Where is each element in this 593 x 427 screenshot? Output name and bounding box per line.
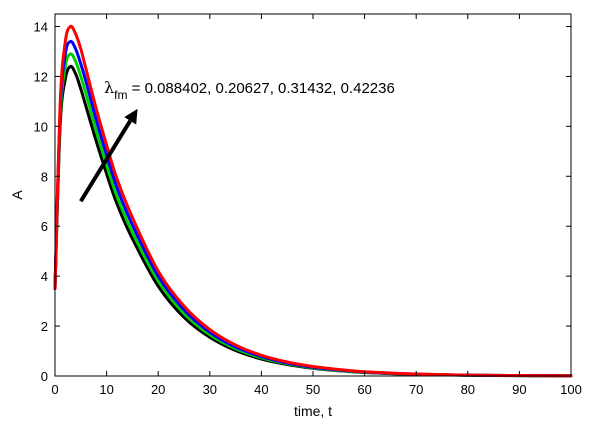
y-tick-label: 2 — [41, 319, 48, 334]
arrow-shaft — [79, 119, 132, 203]
y-tick-label: 0 — [41, 369, 48, 384]
annotation-symbol: λ — [104, 78, 114, 97]
y-tick-label: 6 — [41, 219, 48, 234]
ticks-layer: 0 10 20 30 40 50 60 70 80 90 100 0 2 4 6 8 10 12 14 — [34, 14, 582, 397]
x-tick-label: 20 — [151, 382, 165, 397]
y-axis-label: A — [9, 190, 25, 200]
x-tick-label: 80 — [461, 382, 475, 397]
x-tick-label: 0 — [51, 382, 58, 397]
y-tick-label: 4 — [41, 269, 48, 284]
x-tick-label: 50 — [306, 382, 320, 397]
y-tick-label: 14 — [34, 19, 48, 34]
x-tick-label: 70 — [409, 382, 423, 397]
arrow-layer — [79, 108, 138, 203]
y-tick-label: 10 — [34, 119, 48, 134]
x-axis-label: time, t — [294, 403, 332, 419]
y-tick-label: 8 — [41, 169, 48, 184]
series-layer — [53, 24, 573, 378]
annotation-text: λfm = 0.088402, 0.20627, 0.31432, 0.4223… — [104, 78, 395, 102]
x-tick-label: 10 — [99, 382, 113, 397]
x-tick-label: 60 — [357, 382, 371, 397]
x-tick-label: 90 — [512, 382, 526, 397]
series-line-4 — [53, 24, 573, 378]
x-tick-label: 30 — [203, 382, 217, 397]
x-tick-label: 100 — [560, 382, 582, 397]
annotation-values: = 0.088402, 0.20627, 0.31432, 0.42236 — [127, 80, 394, 97]
annotation-subscript: fm — [114, 88, 127, 102]
arrow-head — [124, 108, 138, 125]
x-tick-label: 40 — [254, 382, 268, 397]
plot-frame — [54, 13, 572, 377]
y-tick-label: 12 — [34, 69, 48, 84]
